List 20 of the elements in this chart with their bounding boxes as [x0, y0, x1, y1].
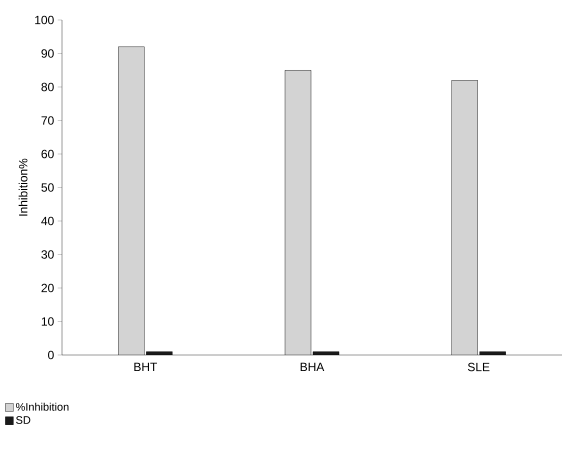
y-tick-label: 60	[42, 150, 54, 158]
y-tick-label: 0	[48, 350, 54, 360]
x-tick-label: SLE	[468, 362, 490, 372]
x-tick-label: BHA	[300, 362, 324, 371]
legend-label: %Inhibition	[16, 402, 68, 411]
bar	[451, 80, 478, 355]
y-axis-title: Inhibition%	[18, 158, 28, 216]
y-tick-label: 10	[42, 317, 54, 326]
bar	[285, 70, 312, 355]
x-tick-label: BHT	[134, 362, 158, 371]
y-tick-label: 50	[41, 183, 54, 192]
y-tick-label: 90	[41, 49, 54, 58]
y-tick-label: 40	[41, 216, 54, 226]
y-tick-label: 30	[41, 250, 54, 259]
legend-label: SD	[16, 416, 30, 424]
bar	[118, 46, 144, 355]
y-tick-label: 100	[35, 16, 54, 24]
y-tick-label: 70	[42, 116, 54, 125]
y-tick-label: 80	[41, 82, 54, 92]
y-tick-label: 20	[42, 284, 54, 292]
